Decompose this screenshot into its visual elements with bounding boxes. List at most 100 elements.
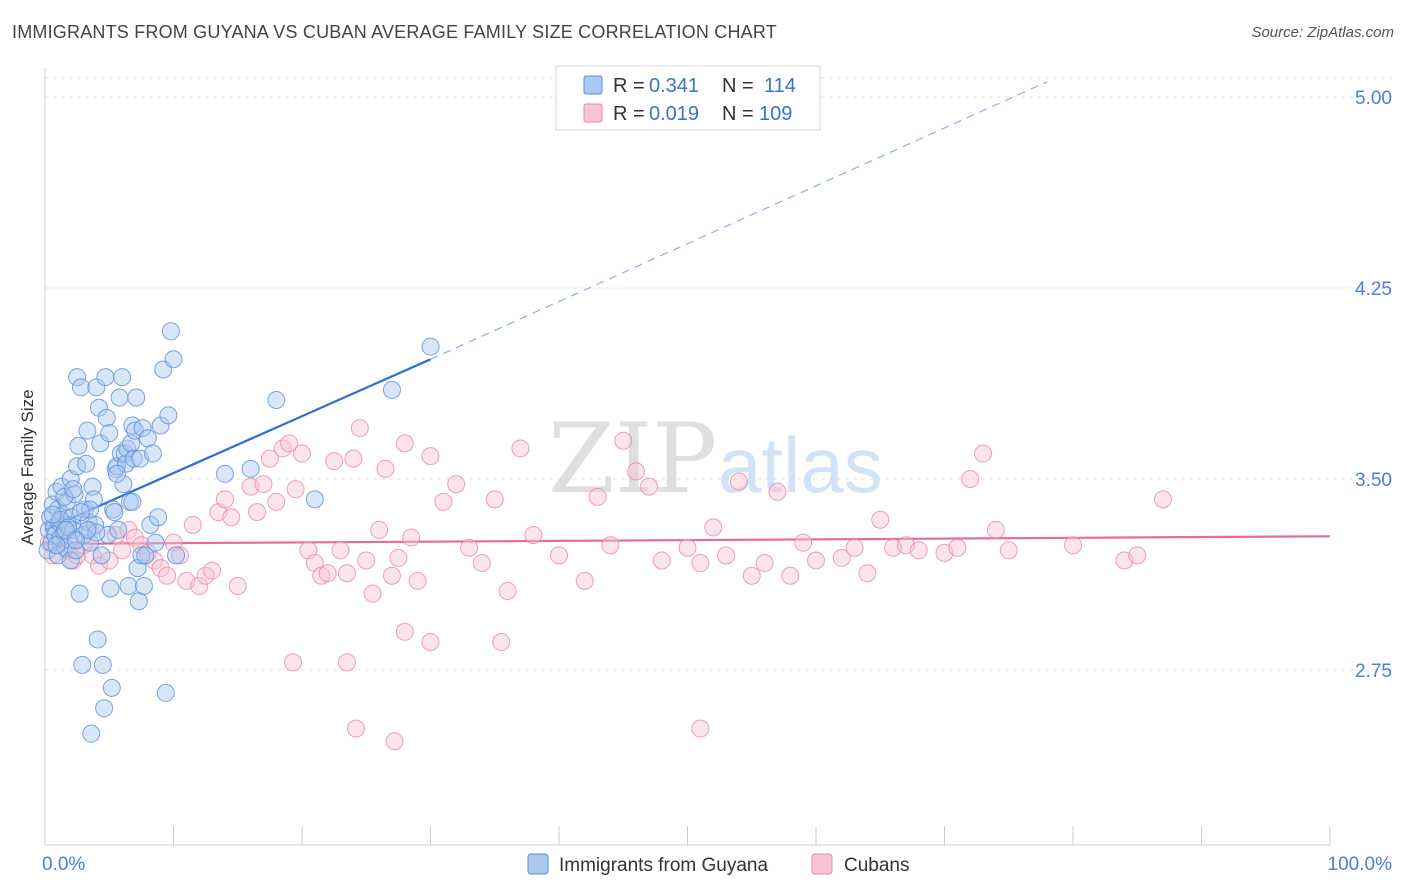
point-series1-68 [575, 571, 594, 590]
point-series0-22 [64, 520, 83, 539]
point-series1-14 [125, 528, 144, 547]
point-series1-109 [492, 632, 511, 651]
point-series1-94 [948, 538, 967, 557]
point-series1-62 [472, 554, 491, 573]
legend-swatch-cubans [583, 103, 603, 123]
point-series1-78 [717, 546, 736, 565]
point-series1-79 [729, 472, 748, 491]
bottom-legend-label-guyana: Immigrants from Guyana [559, 855, 768, 876]
point-series0-85 [151, 416, 170, 435]
point-series0-58 [109, 520, 128, 539]
x-tick-label-1: 100.0% [1328, 854, 1393, 875]
legend-r-label-guyana: R = [613, 75, 645, 97]
point-series1-110 [691, 719, 710, 738]
point-series0-46 [93, 655, 112, 674]
point-series1-24 [190, 576, 209, 595]
chart-title: IMMIGRANTS FROM GUYANA VS CUBAN AVERAGE … [12, 22, 777, 42]
point-series0-24 [66, 541, 85, 560]
point-series0-50 [98, 526, 117, 545]
point-series1-9 [89, 556, 108, 575]
bottom-legend-swatch-cubans [811, 853, 833, 875]
y-axis-label: Average Family Size [18, 389, 37, 545]
point-series1-98 [999, 541, 1018, 560]
point-series0-43 [89, 398, 108, 417]
point-series0-62 [114, 475, 133, 494]
point-series0-53 [102, 678, 121, 697]
point-series1-96 [974, 444, 993, 463]
point-series1-57 [408, 571, 427, 590]
point-series1-34 [260, 449, 279, 468]
data-points [38, 322, 1172, 751]
point-series0-30 [73, 655, 92, 674]
point-series1-18 [151, 559, 170, 578]
point-series1-50 [363, 584, 382, 603]
y-tick-label-3: 5.00 [1355, 88, 1392, 109]
point-series0-87 [156, 683, 175, 702]
point-series1-28 [215, 490, 234, 509]
point-series0-96 [382, 380, 401, 399]
point-series1-86 [832, 548, 851, 567]
point-series1-92 [909, 541, 928, 560]
point-series0-110 [107, 464, 126, 483]
point-series1-99 [1064, 536, 1082, 555]
point-series1-55 [395, 434, 414, 453]
y-tick-label-2: 4.25 [1355, 279, 1392, 300]
point-series1-95 [961, 470, 980, 488]
chart-source: Source: ZipAtlas.com [1251, 24, 1394, 41]
legend-n-value-cubans: 109 [759, 103, 792, 125]
point-series1-103 [284, 653, 303, 672]
point-series0-105 [71, 503, 90, 522]
point-series0-41 [87, 378, 106, 397]
trend-line-series1 [44, 535, 1331, 546]
point-series0-48 [96, 368, 115, 387]
point-series0-78 [134, 576, 153, 595]
point-series0-29 [71, 378, 90, 397]
point-series1-83 [781, 566, 800, 585]
point-series0-59 [110, 388, 129, 407]
point-series1-67 [550, 546, 568, 565]
point-series0-97 [421, 337, 440, 356]
point-series1-108 [421, 632, 440, 651]
point-series1-43 [318, 564, 337, 583]
point-series1-77 [704, 518, 723, 537]
point-series1-61 [460, 538, 479, 557]
point-series1-74 [652, 551, 671, 570]
point-series0-92 [215, 464, 234, 483]
point-series0-34 [78, 421, 97, 440]
point-series0-66 [119, 576, 138, 595]
legend-n-label-cubans: N = [722, 103, 754, 125]
point-series1-73 [639, 477, 658, 496]
trend-extension-series0 [430, 81, 1048, 360]
point-series0-84 [149, 508, 168, 527]
point-series0-80 [138, 429, 157, 448]
legend-swatch-guyana [583, 75, 603, 95]
point-series1-63 [485, 490, 504, 509]
point-series1-13 [119, 520, 138, 539]
legend-r-value-cubans: 0.019 [649, 103, 699, 125]
axes [44, 68, 1331, 846]
point-series1-107 [395, 622, 414, 641]
point-series0-47 [95, 699, 114, 718]
bottom-legend-label-cubans: Cubans [844, 855, 910, 876]
bottom-legend-swatch-guyana [527, 853, 549, 875]
point-series1-51 [370, 520, 389, 539]
point-series1-59 [434, 492, 453, 511]
point-series1-76 [691, 554, 710, 573]
point-series0-81 [141, 515, 160, 534]
stats-legend: R = 0.341 N = 114 R = 0.019 N = 109 [555, 65, 821, 131]
point-series1-45 [331, 541, 350, 560]
point-series0-52 [101, 579, 120, 598]
y-tick-labels: 2.75 3.50 4.25 5.00 [1355, 88, 1392, 682]
point-series0-55 [105, 503, 124, 522]
point-series1-72 [627, 462, 646, 481]
point-series0-39 [84, 490, 103, 509]
watermark-atlas: atlas [718, 421, 883, 509]
point-series1-12 [113, 541, 132, 560]
point-series0-76 [132, 546, 151, 565]
point-series0-90 [164, 350, 183, 369]
point-series1-87 [845, 538, 864, 557]
point-series1-33 [254, 475, 273, 494]
point-series1-104 [337, 653, 356, 672]
point-series1-23 [183, 515, 202, 534]
